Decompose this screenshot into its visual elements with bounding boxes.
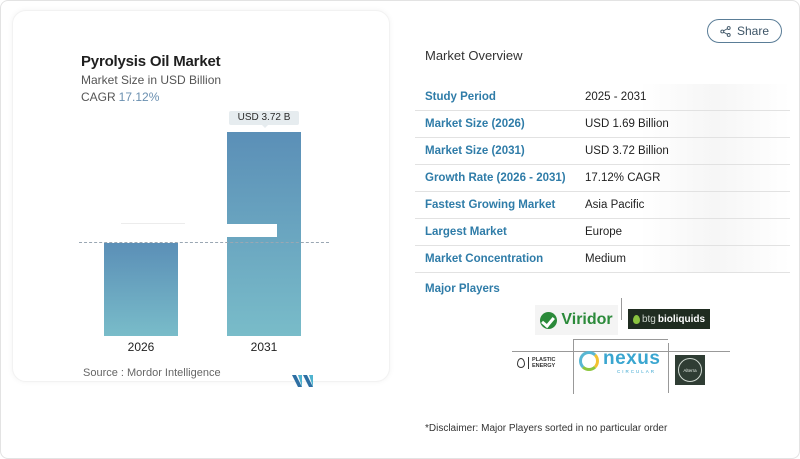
- chart-subtitle: Market Size in USD Billion: [81, 73, 222, 87]
- row-key: Market Concentration: [425, 253, 544, 265]
- row-key: Fastest Growing Market: [425, 199, 556, 211]
- source-text: Source : Mordor Intelligence: [83, 367, 221, 379]
- divider: [573, 339, 668, 340]
- market-overview-table: Study Period 2025 - 2031 Market Size (20…: [415, 84, 790, 273]
- overview-row-largest-market: Largest Market Europe: [415, 219, 790, 246]
- row-value: Medium: [585, 253, 626, 265]
- row-key: Study Period: [425, 91, 496, 103]
- bar-2031: [227, 132, 301, 336]
- row-value: 17.12% CAGR: [585, 172, 661, 184]
- bar-chart: USD 3.72 B 2026 2031: [13, 11, 391, 383]
- bar-2026: [104, 243, 178, 336]
- divider: [573, 339, 574, 394]
- reference-dashed-line: [79, 242, 329, 243]
- major-players-logos: Viridor btg bioliquids PLASTIC ENERGY ne…: [500, 298, 740, 396]
- overview-row-growth-rate: Growth Rate (2026 - 2031) 17.12% CAGR: [415, 165, 790, 192]
- plastic-energy-logo: PLASTIC ENERGY: [517, 354, 567, 372]
- cagr-label: CAGR: [81, 90, 116, 104]
- btg-bioliquids-logo: btg bioliquids: [628, 309, 710, 329]
- nexus-hex-icon: [579, 351, 599, 371]
- share-button[interactable]: Share: [707, 19, 782, 43]
- market-overview-title: Market Overview: [425, 48, 523, 63]
- row-value: Europe: [585, 226, 623, 238]
- share-label: Share: [736, 24, 770, 38]
- chart-cagr: CAGR 17.12%: [81, 90, 159, 104]
- x-tick-2026: 2026: [127, 340, 155, 354]
- divider: [668, 343, 669, 393]
- divider: [621, 298, 622, 320]
- row-value: 2025 - 2031: [585, 91, 647, 103]
- bar-notch: [227, 224, 277, 237]
- overview-row-market-size-2026: Market Size (2026) USD 1.69 Billion: [415, 111, 790, 138]
- value-badge-2031: USD 3.72 B: [229, 111, 299, 128]
- share-icon: [720, 25, 731, 37]
- divider: [512, 351, 730, 352]
- mordor-intelligence-logo-icon: [292, 375, 313, 387]
- disclaimer-text: *Disclaimer: Major Players sorted in no …: [425, 423, 668, 434]
- nexus-circular-logo: nexus CIRCULAR: [577, 348, 665, 376]
- drop-icon: [517, 358, 525, 368]
- row-value: USD 3.72 Billion: [585, 145, 669, 157]
- row-key: Market Size (2026): [425, 118, 525, 130]
- chart-card: Pyrolysis Oil Market Market Size in USD …: [12, 10, 391, 387]
- overview-row-fastest-growing: Fastest Growing Market Asia Pacific: [415, 192, 790, 219]
- alterra-logo: Alterra: [675, 355, 705, 385]
- overview-row-market-size-2031: Market Size (2031) USD 3.72 Billion: [415, 138, 790, 165]
- major-players-title: Major Players: [425, 283, 500, 295]
- row-key: Market Size (2031): [425, 145, 525, 157]
- overview-row-concentration: Market Concentration Medium: [415, 246, 790, 273]
- viridor-check-icon: [540, 311, 558, 329]
- overview-row-study-period: Study Period 2025 - 2031: [415, 84, 790, 111]
- row-key: Largest Market: [425, 226, 507, 238]
- x-tick-2031: 2031: [250, 340, 278, 354]
- viridor-logo: Viridor: [535, 305, 618, 335]
- row-value: Asia Pacific: [585, 199, 645, 211]
- row-value: USD 1.69 Billion: [585, 118, 669, 130]
- chart-title: Pyrolysis Oil Market: [81, 53, 221, 70]
- cagr-value: 17.12%: [118, 90, 160, 104]
- leaf-icon: [632, 314, 640, 324]
- faint-guide-line: [121, 223, 185, 224]
- row-key: Growth Rate (2026 - 2031): [425, 172, 566, 184]
